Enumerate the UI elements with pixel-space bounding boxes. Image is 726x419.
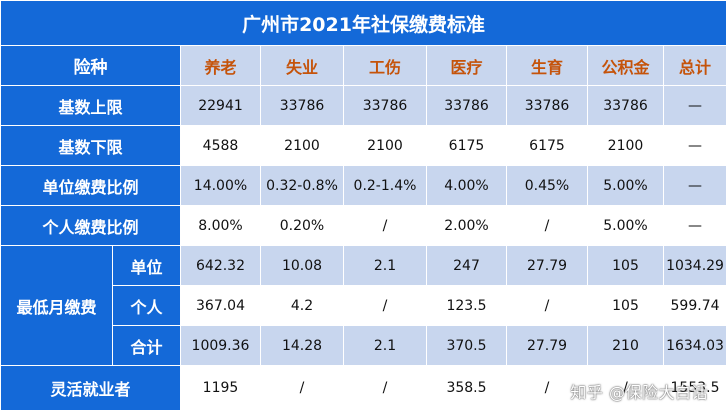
table-cell: 599.74	[662, 285, 726, 326]
header-total: 总计	[662, 45, 726, 86]
table-cell: 8.00%	[180, 205, 261, 246]
table-cell: 1634.03	[662, 325, 726, 366]
table-cell: 2100	[587, 125, 664, 166]
row-min-personal: 个人 367.04 4.2 / 123.5 / 105 599.74	[1, 285, 726, 326]
table-cell: 1009.36	[180, 325, 261, 366]
table-cell: 105	[587, 245, 664, 286]
min-monthly-label: 最低月缴费	[0, 245, 113, 366]
header-medical: 医疗	[426, 45, 507, 86]
table-cell: 4588	[180, 125, 261, 166]
table-cell: /	[343, 365, 427, 411]
table-cell: 33786	[426, 85, 507, 126]
table-cell: 33786	[506, 85, 588, 126]
table-cell: 2.1	[343, 245, 427, 286]
row-base-lower: 基数下限 4588 2100 2100 6175 6175 2100 —	[0, 125, 726, 166]
table-cell: 2100	[260, 125, 344, 166]
table-cell: 2.1	[343, 325, 427, 366]
table-cell: 105	[587, 285, 664, 326]
table-cell: 247	[426, 245, 507, 286]
table-cell: 4.2	[260, 285, 344, 326]
table-cell: 1553.5	[662, 365, 726, 411]
row-base-upper: 基数上限 22941 33786 33786 33786 33786 33786…	[0, 85, 726, 126]
row-label: 单位缴费比例	[0, 165, 181, 206]
table-cell: 27.79	[506, 325, 588, 366]
table-cell: 4.00%	[426, 165, 507, 206]
table-cell: 14.28	[260, 325, 344, 366]
table-cell: 14.00%	[180, 165, 261, 206]
watermark: 知乎 @保险大白话	[570, 383, 708, 402]
table-cell: /	[587, 365, 664, 411]
table-cell: /	[260, 365, 344, 411]
row-employer-rate: 单位缴费比例 14.00% 0.32-0.8% 0.2-1.4% 4.00% 0…	[0, 165, 726, 206]
table-cell: 1034.29	[662, 245, 726, 286]
table-cell: 1195	[180, 365, 261, 411]
table-cell: 22941	[180, 85, 261, 126]
row-label: 基数下限	[0, 125, 181, 166]
table-cell: 0.45%	[506, 165, 588, 206]
table-cell: 123.5	[426, 285, 507, 326]
table-cell: 0.32-0.8%	[260, 165, 344, 206]
row-label: 基数上限	[0, 85, 181, 126]
row-label: 个人缴费比例	[0, 205, 181, 246]
header-insurance-type: 险种	[0, 45, 181, 86]
table-cell: 642.32	[180, 245, 261, 286]
table-cell: 2.00%	[426, 205, 507, 246]
table-cell: /	[506, 285, 588, 326]
table-cell: /	[506, 365, 588, 411]
row-flexible-employment: 灵活就业者 1195 / / 358.5 / / 1553.5	[0, 365, 726, 411]
row-label: 灵活就业者	[0, 365, 181, 411]
table-cell: 6175	[426, 125, 507, 166]
table-cell: 367.04	[180, 285, 261, 326]
table-cell: —	[662, 85, 726, 126]
table-cell: 358.5	[426, 365, 507, 411]
table-cell: —	[662, 165, 726, 206]
table-title: 广州市2021年社保缴费标准	[0, 0, 726, 46]
table-cell: 5.00%	[587, 205, 664, 246]
table-cell: 6175	[506, 125, 588, 166]
sub-label-total: 合计	[112, 325, 181, 366]
table-cell: 27.79	[506, 245, 588, 286]
table-cell: /	[343, 205, 427, 246]
table-cell: 210	[587, 325, 664, 366]
table-cell: 33786	[587, 85, 664, 126]
table-cell: 10.08	[260, 245, 344, 286]
header-work-injury: 工伤	[343, 45, 427, 86]
table-cell: /	[506, 205, 588, 246]
row-min-employer: 最低月缴费 单位 642.32 10.08 2.1 247 27.79 105 …	[0, 245, 726, 366]
table-cell: —	[662, 205, 726, 246]
table-cell: 0.20%	[260, 205, 344, 246]
row-min-total: 合计 1009.36 14.28 2.1 370.5 27.79 210 163…	[1, 325, 726, 366]
sub-label-personal: 个人	[112, 285, 181, 326]
header-pension: 养老	[180, 45, 261, 86]
header-housing-fund: 公积金	[587, 45, 664, 86]
table-cell: —	[662, 125, 726, 166]
table-cell: 33786	[260, 85, 344, 126]
header-row: 险种 养老 失业 工伤 医疗 生育 公积金 总计	[0, 45, 726, 86]
table-cell: 370.5	[426, 325, 507, 366]
table-cell: 0.2-1.4%	[343, 165, 427, 206]
header-unemployment: 失业	[260, 45, 344, 86]
sub-label-employer: 单位	[112, 245, 181, 286]
row-personal-rate: 个人缴费比例 8.00% 0.20% / 2.00% / 5.00% —	[0, 205, 726, 246]
table-cell: 2100	[343, 125, 427, 166]
table-cell: /	[343, 285, 427, 326]
header-maternity: 生育	[506, 45, 588, 86]
table-cell: 33786	[343, 85, 427, 126]
table-cell: 5.00%	[587, 165, 664, 206]
